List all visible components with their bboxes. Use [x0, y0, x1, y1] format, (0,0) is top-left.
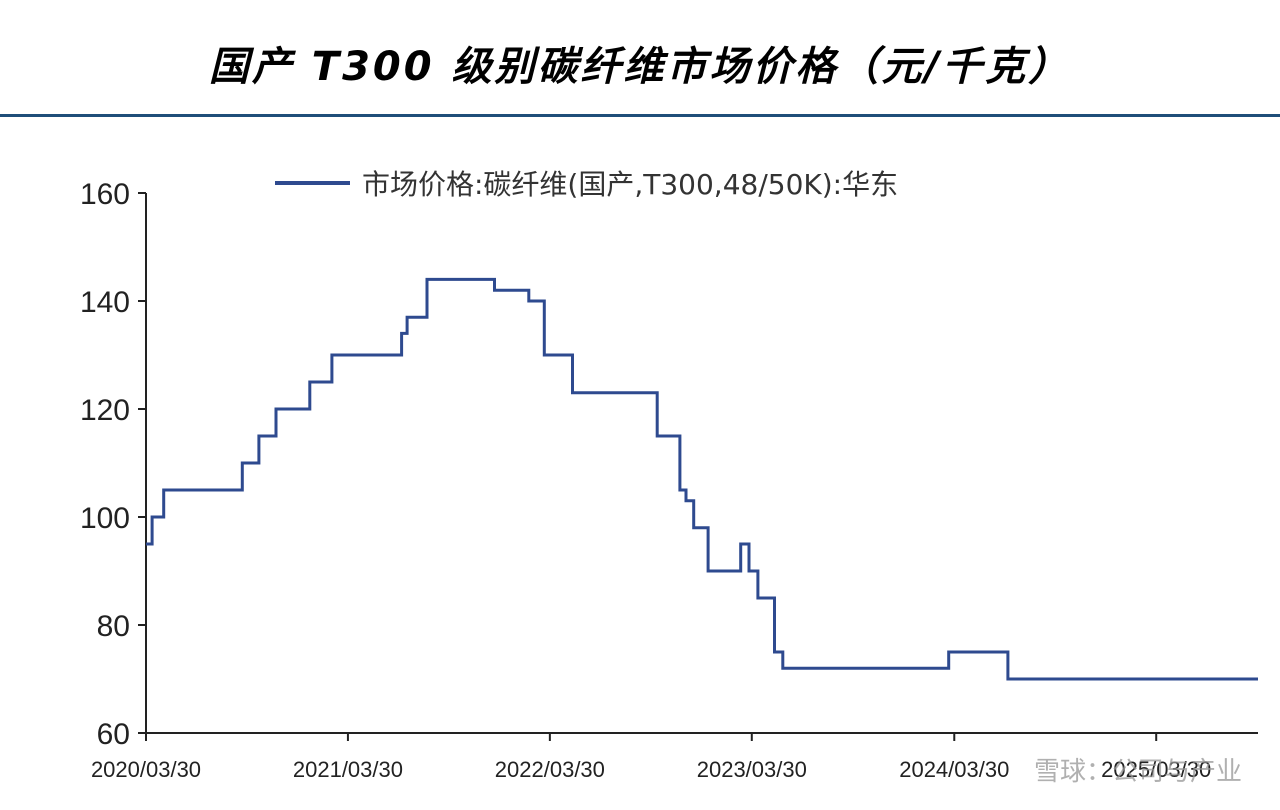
y-tick-label: 160 [80, 178, 130, 211]
chart-title: 国产 T300 级别碳纤维市场价格（元/千克） [208, 44, 1072, 90]
axes [145, 193, 1258, 734]
y-tick-label: 140 [80, 286, 130, 319]
x-tick-label: 2025/03/30 [1101, 757, 1211, 782]
x-tick-label: 2022/03/30 [495, 757, 605, 782]
y-tick-label: 100 [80, 502, 130, 535]
series-layer [146, 277, 1258, 681]
legend: 市场价格:碳纤维(国产,T300,48/50K):华东 [275, 168, 898, 201]
y-tick-label: 80 [97, 610, 130, 643]
watermark: 雪球：公司与产业 [1033, 757, 1242, 787]
x-tick-label: 2020/03/30 [91, 757, 201, 782]
y-tick-label: 120 [80, 394, 130, 427]
x-tick-label: 2024/03/30 [899, 757, 1009, 782]
legend-label: 市场价格:碳纤维(国产,T300,48/50K):华东 [362, 168, 898, 201]
title-divider [0, 114, 1280, 117]
x-tick-label: 2021/03/30 [293, 757, 403, 782]
x-tick-label: 2023/03/30 [697, 757, 807, 782]
series-line [146, 277, 1258, 681]
y-tick-label: 60 [97, 718, 130, 751]
ticks: 60 80 100 120 140 160 2020/03/30 2021/03/30 2022… [80, 178, 1211, 782]
